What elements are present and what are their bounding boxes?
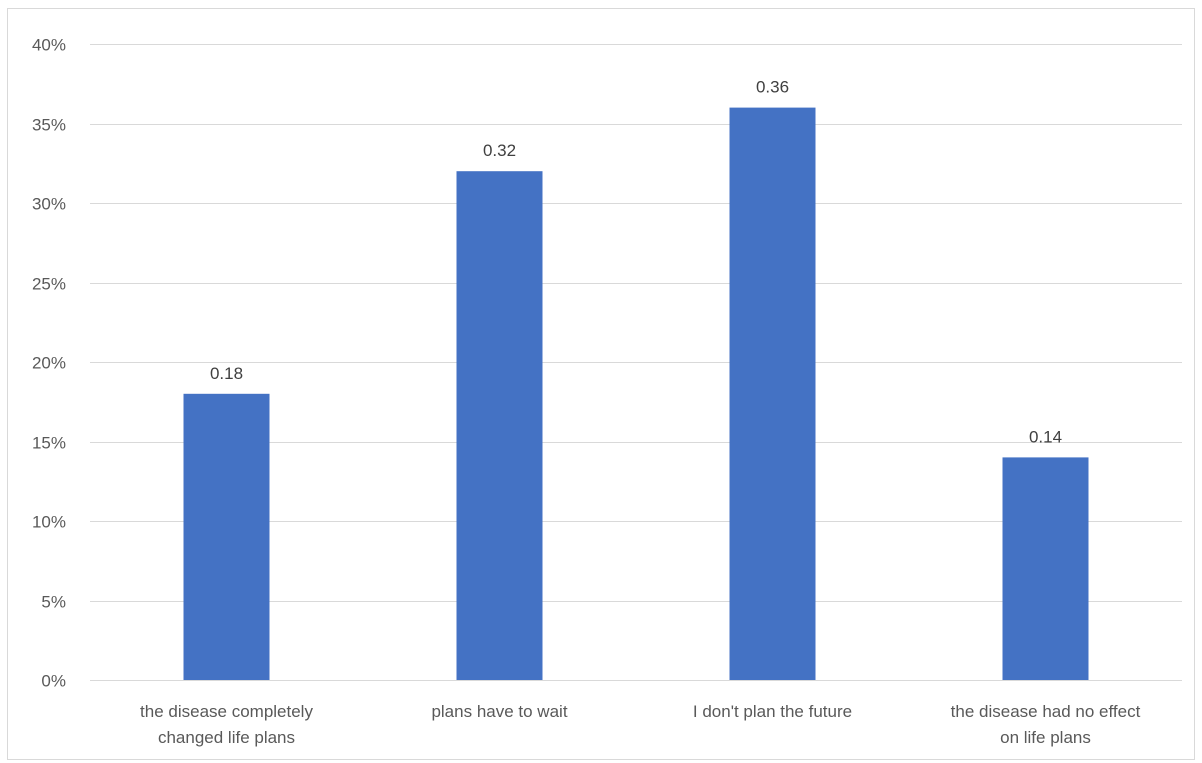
bars bbox=[183, 107, 1089, 681]
y-tick-label: 10% bbox=[32, 513, 66, 532]
y-tick-label: 40% bbox=[32, 36, 66, 55]
x-category-label: plans have to wait bbox=[431, 702, 567, 721]
y-axis-tick-labels: 0% 5% 10% 15% 20% 25% 30% 35% 40% bbox=[32, 36, 66, 691]
x-category-label-line: I don't plan the future bbox=[693, 702, 852, 721]
data-label: 0.14 bbox=[1029, 427, 1062, 446]
y-tick-label: 25% bbox=[32, 275, 66, 294]
x-category-label: I don't plan the future bbox=[693, 702, 852, 721]
x-category-label-line: on life plans bbox=[1000, 728, 1091, 747]
data-label: 0.32 bbox=[483, 141, 516, 160]
data-label: 0.36 bbox=[756, 78, 789, 97]
bar bbox=[729, 107, 816, 681]
y-tick-label: 30% bbox=[32, 195, 66, 214]
x-category-label: the disease had no effect on life plans bbox=[951, 702, 1141, 747]
x-category-label-line: changed life plans bbox=[158, 728, 295, 747]
bar bbox=[1002, 457, 1089, 680]
y-tick-label: 20% bbox=[32, 354, 66, 373]
x-category-label: the disease completely changed life plans bbox=[140, 702, 313, 747]
data-label: 0.18 bbox=[210, 364, 243, 383]
y-tick-label: 15% bbox=[32, 434, 66, 453]
y-tick-label: 35% bbox=[32, 116, 66, 135]
y-tick-label: 0% bbox=[41, 672, 66, 691]
x-category-label-line: plans have to wait bbox=[431, 702, 567, 721]
x-category-label-line: the disease had no effect bbox=[951, 702, 1141, 721]
gridlines bbox=[90, 44, 1182, 681]
x-axis-category-labels: the disease completely changed life plans… bbox=[140, 702, 1141, 747]
data-labels: 0.18 0.32 0.36 0.14 bbox=[210, 78, 1062, 447]
y-tick-label: 5% bbox=[41, 593, 66, 612]
x-category-label-line: the disease completely bbox=[140, 702, 313, 721]
bar bbox=[456, 171, 543, 680]
bar bbox=[183, 393, 270, 680]
